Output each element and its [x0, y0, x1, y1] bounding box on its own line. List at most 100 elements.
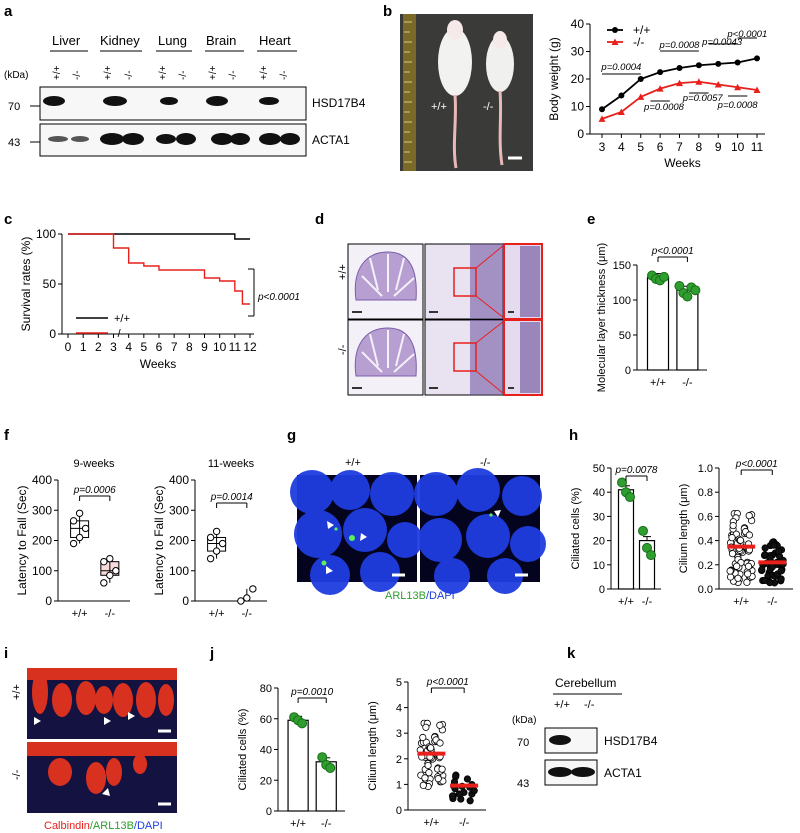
genotype-label: +/+ — [259, 65, 270, 80]
photo-label-ko: -/- — [483, 101, 494, 113]
x-tick-label: +/+ — [423, 817, 439, 829]
data-point — [419, 781, 427, 789]
arrowhead — [327, 521, 334, 529]
y-tick-label: 0.0 — [698, 584, 713, 596]
data-point — [743, 578, 751, 586]
x-tick-label: 11 — [229, 340, 242, 354]
data-point — [421, 774, 429, 782]
data-point — [728, 550, 737, 558]
data-point — [100, 557, 108, 566]
zoom-line — [475, 320, 505, 344]
data-point — [638, 525, 648, 536]
y-tick-label: 30 — [593, 511, 605, 523]
x-tick-label: 3 — [599, 140, 606, 154]
x-tick-label: -/- — [767, 596, 778, 608]
panel-label-g: g — [287, 427, 296, 444]
arrowhead — [494, 510, 501, 517]
y-tick-label: 0.4 — [698, 536, 713, 548]
genotype-label: +/+ — [158, 65, 169, 80]
data-point — [100, 579, 108, 587]
y-tick-label: 100 — [169, 564, 189, 578]
p-value: p<0.0001 — [426, 677, 469, 688]
genotype-label: -/- — [178, 71, 189, 80]
x-tick-label: +/+ — [209, 608, 225, 620]
data-point — [422, 723, 430, 731]
genotype-label: +/+ — [52, 65, 63, 80]
blot-band — [211, 133, 233, 145]
y-tick-label: 20 — [593, 536, 605, 548]
x-tick-label: +/+ — [290, 818, 306, 830]
y-axis-label: Survival rates (%) — [19, 237, 33, 332]
x-tick-label: -/- — [242, 608, 253, 620]
col-label-wt: +/+ — [345, 457, 361, 469]
x-tick-label: 5 — [140, 340, 147, 354]
zoom-line — [475, 370, 505, 395]
survival-curve — [68, 233, 250, 240]
y-tick-label: 4 — [396, 703, 402, 715]
legend-label: +/+ — [114, 313, 130, 325]
panel-k-blot: Cerebellum +/+ -/- (kDa) 70 43 HSD17B4 A… — [512, 676, 658, 790]
data-point — [729, 521, 737, 530]
arrowhead — [360, 533, 367, 541]
p-value: p=0.0078 — [615, 465, 658, 476]
row-label-ko: -/- — [11, 769, 23, 780]
data-point — [112, 567, 120, 575]
y-tick-label: 0 — [266, 806, 272, 818]
y-tick-label: 300 — [32, 503, 52, 517]
y-tick-label: 3 — [396, 728, 402, 740]
survival-curve — [68, 233, 250, 305]
y-tick-label: 40 — [571, 17, 585, 31]
chart-title: 9-weeks — [74, 458, 115, 470]
genotype-label: +/+ — [554, 699, 570, 711]
bar — [617, 489, 635, 590]
x-tick-label: 8 — [186, 340, 193, 354]
y-tick-label: 0 — [577, 127, 584, 141]
data-point — [625, 492, 635, 503]
data-point — [690, 285, 701, 296]
panel-a-blot: Liver Kidney Lung Brain Heart +/+ -/- +/… — [4, 33, 366, 157]
blot-band — [156, 134, 176, 144]
bar — [646, 277, 670, 371]
y-tick-label: 30 — [571, 45, 585, 59]
p-value: p=0.0008 — [643, 102, 685, 113]
blot-band — [259, 97, 279, 105]
x-tick-label: 2 — [95, 340, 102, 354]
data-point — [745, 531, 754, 539]
data-point — [761, 544, 769, 552]
panel-label-d: d — [315, 211, 324, 228]
y-axis-label: Ciliated cells (%) — [570, 488, 582, 570]
panel-label-h: h — [569, 427, 578, 444]
genotype-label: -/- — [124, 71, 135, 80]
data-point — [317, 752, 328, 763]
panel-label-b: b — [383, 3, 392, 20]
row-label-ko: -/- — [337, 344, 349, 355]
cilium-signal — [334, 527, 338, 531]
y-axis-label: Cilium length (μm) — [678, 484, 690, 573]
panel-label-c: c — [4, 211, 12, 228]
genotype-label: -/- — [228, 71, 239, 80]
data-point — [774, 547, 783, 556]
data-point — [455, 790, 463, 798]
p-value: p=0.0057 — [682, 93, 724, 104]
fluorescence-images-g — [290, 468, 546, 595]
y-tick-label: 0 — [599, 584, 605, 596]
mouse-wt — [438, 28, 472, 96]
ruler-ticks — [404, 21, 412, 163]
data-point — [436, 721, 444, 729]
p-value: p<0.0001 — [735, 459, 778, 470]
zoom-line — [475, 244, 505, 269]
blot-band — [100, 133, 124, 145]
data-point — [753, 86, 761, 93]
y-axis-label: Latency to Fall (Sec) — [15, 485, 29, 595]
x-tick-label: 7 — [171, 340, 178, 354]
x-tick-label: 6 — [657, 140, 664, 154]
genotype-label: -/- — [584, 699, 595, 711]
y-tick-label: 20 — [571, 72, 585, 86]
x-tick-label: -/- — [682, 377, 693, 389]
genotype-label: -/- — [279, 71, 290, 80]
y-tick-label: 1 — [396, 779, 402, 791]
blot-band — [571, 767, 595, 777]
data-point — [436, 739, 444, 747]
y-axis-label: Body weight (g) — [547, 37, 561, 120]
